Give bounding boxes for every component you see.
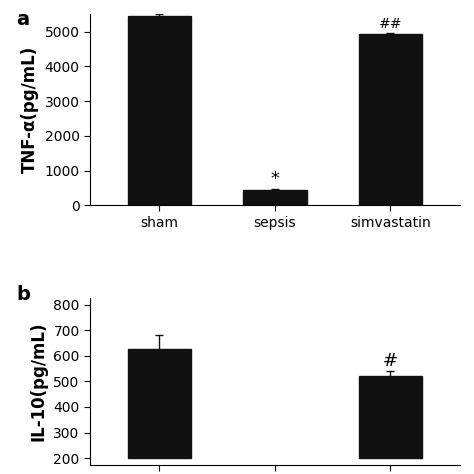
Text: *: *	[271, 170, 279, 188]
Text: #: #	[383, 352, 398, 370]
Text: b: b	[16, 285, 30, 304]
Y-axis label: IL-10(pg/mL): IL-10(pg/mL)	[30, 322, 48, 441]
Bar	[128, 16, 191, 205]
Text: a: a	[16, 10, 29, 29]
Y-axis label: TNF-α(pg/mL): TNF-α(pg/mL)	[21, 46, 39, 173]
Bar	[359, 376, 422, 458]
Bar	[128, 349, 191, 458]
Text: ##: ##	[379, 17, 402, 30]
Bar	[243, 190, 307, 205]
Bar	[359, 35, 422, 205]
